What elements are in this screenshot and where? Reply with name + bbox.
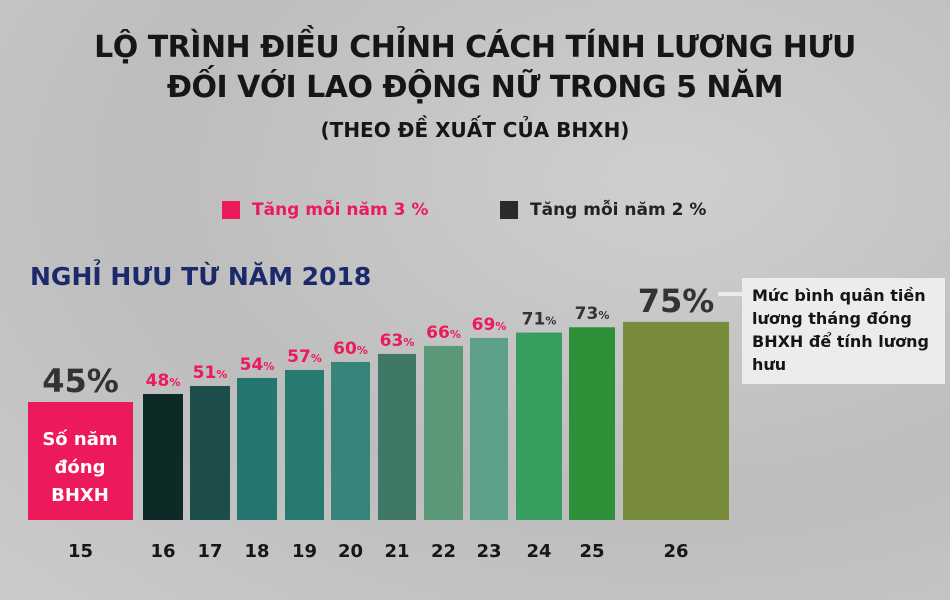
legend-item-2pct: Tăng mỗi năm 2 %: [500, 200, 706, 220]
legend-swatch: [222, 201, 240, 219]
category-label: 24: [526, 541, 551, 562]
value-label: 60%: [333, 339, 368, 359]
value-label: 69%: [472, 315, 507, 335]
category-label: 20: [338, 541, 363, 562]
annotation-note: Mức bình quân tiền lương tháng đóng BHXH…: [742, 278, 945, 384]
bar-16: [143, 393, 183, 520]
value-label: 66%: [426, 323, 461, 343]
category-label: 25: [579, 541, 604, 562]
legend-item-3pct: Tăng mỗi năm 3 %: [222, 200, 428, 220]
value-label: 54%: [240, 355, 275, 375]
title-line-3: (THEO ĐỀ XUẤT CỦA BHXH): [320, 118, 630, 142]
legend-label: Tăng mỗi năm 3 %: [252, 200, 429, 220]
chart-subtitle: NGHỈ HƯU TỪ NĂM 2018: [30, 262, 372, 291]
first-bar-label: đóng: [55, 457, 106, 478]
title-line-2: ĐỐI VỚI LAO ĐỘNG NỮ TRONG 5 NĂM: [166, 70, 784, 105]
first-bar-label: Số năm: [42, 429, 117, 450]
category-label: 26: [663, 541, 688, 562]
category-label: 16: [150, 541, 175, 562]
bar-25: [569, 327, 615, 520]
value-label: 48%: [146, 371, 181, 391]
legend-label: Tăng mỗi năm 2 %: [530, 200, 707, 220]
legend-swatch: [500, 201, 518, 219]
category-label: 21: [384, 541, 409, 562]
category-label: 22: [431, 541, 456, 562]
value-label: 57%: [287, 347, 322, 367]
category-label: 19: [292, 541, 317, 562]
category-label: 15: [68, 541, 93, 562]
bar-22: [424, 345, 463, 520]
value-label: 51%: [193, 363, 228, 383]
value-label: 75%: [638, 282, 715, 320]
category-label: 18: [244, 541, 269, 562]
title-line-1: LỘ TRÌNH ĐIỀU CHỈNH CÁCH TÍNH LƯƠNG HƯU: [94, 30, 856, 65]
bar-17: [190, 385, 230, 520]
value-label: 73%: [575, 304, 610, 324]
value-label: 63%: [380, 331, 415, 351]
bar-15: [28, 402, 133, 520]
category-label: 17: [197, 541, 222, 562]
first-bar-label: BHXH: [51, 485, 109, 506]
bar-20: [331, 361, 370, 520]
bar-19: [285, 369, 324, 520]
bar-26: [623, 321, 729, 520]
bar-18: [237, 377, 277, 520]
category-label: 23: [476, 541, 501, 562]
bar-24: [516, 332, 562, 520]
value-label: 45%: [42, 362, 119, 400]
bar-23: [470, 337, 508, 520]
value-label: 71%: [522, 310, 557, 330]
bar-21: [378, 353, 416, 520]
